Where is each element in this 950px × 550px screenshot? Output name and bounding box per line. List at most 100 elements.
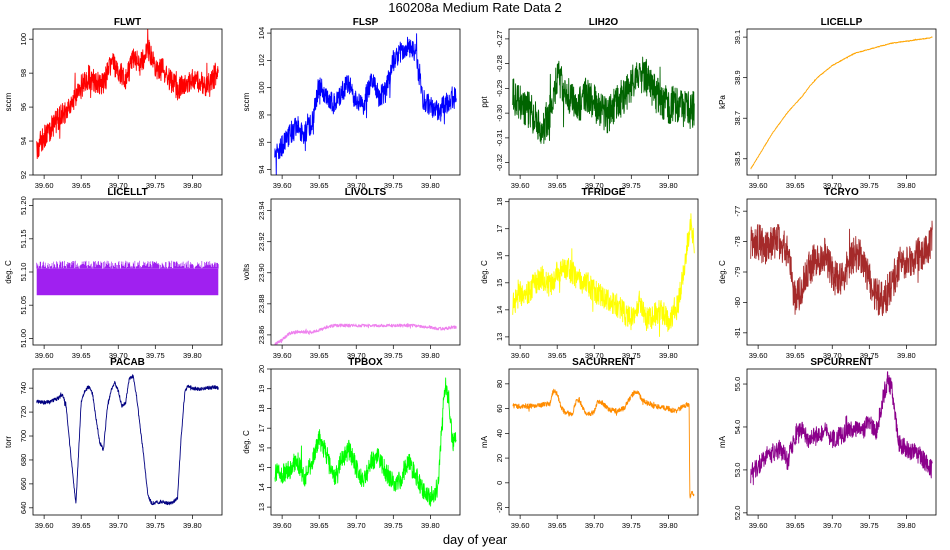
panel-licellt: LICELLT 39.60 39.65 39.70 39.75 39.80 51.00 51.… xyxy=(4,187,223,360)
x-tick-label: 39.75 xyxy=(860,181,879,190)
plot-frame-flsp xyxy=(270,28,461,176)
x-tick-label: 39.80 xyxy=(421,181,440,190)
panel-title-pacab: PACAB xyxy=(110,357,145,368)
y-tick-label: -0.31 xyxy=(495,129,504,146)
y-tick-label: 39.1 xyxy=(733,30,742,45)
x-tick-label: 39.70 xyxy=(823,351,842,360)
y-tick-label: 98 xyxy=(257,111,266,119)
x-tick-label: 39.60 xyxy=(749,521,768,530)
panel-title-flwt: FLWT xyxy=(114,17,141,28)
plot-frame-flwt xyxy=(32,28,223,176)
y-tick-label: 20 xyxy=(257,365,266,373)
x-tick-label: 39.75 xyxy=(860,521,879,530)
x-tick-label: 39.60 xyxy=(35,521,54,530)
y-tick-label: 19 xyxy=(257,385,266,393)
y-tick-label: 38.9 xyxy=(733,70,742,85)
y-tick-label: 104 xyxy=(257,27,266,40)
x-tick-label: 39.75 xyxy=(860,351,879,360)
series-line-licellp xyxy=(750,36,933,170)
y-tick-label: 100 xyxy=(257,81,266,94)
y-tick-label: 14 xyxy=(257,483,266,491)
y-tick-label: 94 xyxy=(257,165,266,173)
x-tick-label: 39.65 xyxy=(548,351,567,360)
x-tick-label: 39.70 xyxy=(585,521,604,530)
y-tick-label: 640 xyxy=(19,502,28,515)
y-tick-label: 38.7 xyxy=(733,111,742,126)
y-tick-label: 23.90 xyxy=(257,263,266,282)
panel-title-licellt: LICELLT xyxy=(107,187,147,198)
y-tick-label: 60 xyxy=(495,404,504,412)
panel-flwt: FLWT 39.60 39.65 39.70 39.75 39.80 92 94 96 98 100… xyxy=(4,17,223,190)
x-tick-label: 39.80 xyxy=(897,181,916,190)
panel-flsp: FLSP 39.60 39.65 39.70 39.75 39.80 94 96 98 100 10… xyxy=(242,17,461,190)
panel-title-tpbox: TPBOX xyxy=(348,357,383,368)
x-tick-label: 39.80 xyxy=(659,351,678,360)
y-axis-label-tpbox: deg. C xyxy=(242,430,251,454)
y-tick-label: -20 xyxy=(495,502,504,513)
x-tick-label: 39.70 xyxy=(823,521,842,530)
x-tick-label: 39.80 xyxy=(659,521,678,530)
y-tick-label: 92 xyxy=(19,171,28,179)
y-tick-label: 54.0 xyxy=(733,420,742,435)
y-tick-label: -80 xyxy=(733,297,742,308)
x-tick-label: 39.75 xyxy=(146,181,165,190)
x-tick-label: 39.80 xyxy=(183,351,202,360)
y-tick-label: 51.15 xyxy=(19,229,28,248)
series-line-lih2o xyxy=(512,56,695,144)
series-line-flsp xyxy=(274,33,457,175)
y-tick-label: -77 xyxy=(733,206,742,217)
x-tick-label: 39.80 xyxy=(659,181,678,190)
x-tick-label: 39.70 xyxy=(823,181,842,190)
y-tick-label: -0.29 xyxy=(495,80,504,97)
y-axis-label-livolts: volts xyxy=(242,264,251,280)
x-tick-label: 39.65 xyxy=(72,181,91,190)
plot-frame-lih2o xyxy=(508,28,699,176)
y-tick-label: 23.92 xyxy=(257,232,266,251)
y-tick-label: 0 xyxy=(495,481,504,485)
x-tick-label: 39.70 xyxy=(585,181,604,190)
y-tick-label: -0.28 xyxy=(495,55,504,72)
x-tick-label: 39.70 xyxy=(347,521,366,530)
panel-title-sacurrent: SACURRENT xyxy=(572,357,635,368)
y-axis-label-flsp: sccm xyxy=(242,92,251,111)
x-tick-label: 39.80 xyxy=(897,351,916,360)
x-tick-label: 39.65 xyxy=(786,351,805,360)
x-tick-label: 39.70 xyxy=(585,351,604,360)
y-tick-label: 23.86 xyxy=(257,326,266,345)
y-tick-label: 96 xyxy=(257,138,266,146)
series-line-flwt xyxy=(36,29,219,160)
series-line-sacurrent xyxy=(512,388,695,499)
plot-frame-pacab xyxy=(32,368,223,516)
x-tick-label: 39.65 xyxy=(310,521,329,530)
panel-tpbox: TPBOX 39.60 39.65 39.70 39.75 39.80 13 14 15 16 17… xyxy=(242,357,461,530)
y-tick-label: -79 xyxy=(733,267,742,278)
y-tick-label: 13 xyxy=(495,333,504,341)
x-tick-label: 39.60 xyxy=(749,351,768,360)
y-tick-label: 16 xyxy=(257,444,266,452)
y-tick-label: -0.30 xyxy=(495,105,504,122)
panel-title-lih2o: LIH2O xyxy=(589,17,619,28)
panel-title-licellp: LICELLP xyxy=(821,17,863,28)
y-tick-label: 96 xyxy=(19,103,28,111)
series-band-licellt xyxy=(36,268,219,296)
x-tick-label: 39.80 xyxy=(183,181,202,190)
x-tick-label: 39.65 xyxy=(548,521,567,530)
panel-licellp: LICELLP 39.60 39.65 39.70 39.75 39.80 38.5 38.7… xyxy=(718,17,937,190)
y-tick-label: 17 xyxy=(495,225,504,233)
figure-xlabel: day of year xyxy=(443,532,508,547)
x-tick-label: 39.60 xyxy=(749,181,768,190)
y-tick-label: -81 xyxy=(733,327,742,338)
series-line-tcryo xyxy=(750,220,933,317)
y-tick-label: -0.32 xyxy=(495,154,504,171)
x-tick-label: 39.60 xyxy=(511,521,530,530)
y-tick-label: 660 xyxy=(19,478,28,491)
x-tick-label: 39.75 xyxy=(146,521,165,530)
x-tick-label: 39.65 xyxy=(310,181,329,190)
y-tick-label: 740 xyxy=(19,382,28,395)
x-tick-label: 39.60 xyxy=(35,181,54,190)
y-axis-label-tfridge: deg. C xyxy=(480,260,489,284)
x-tick-label: 39.65 xyxy=(72,351,91,360)
panel-grid: FLWT 39.60 39.65 39.70 39.75 39.80 92 94 96 98 100… xyxy=(4,17,937,530)
panel-pacab: PACAB 39.60 39.65 39.70 39.75 39.80 640 660 680 7… xyxy=(4,357,223,530)
